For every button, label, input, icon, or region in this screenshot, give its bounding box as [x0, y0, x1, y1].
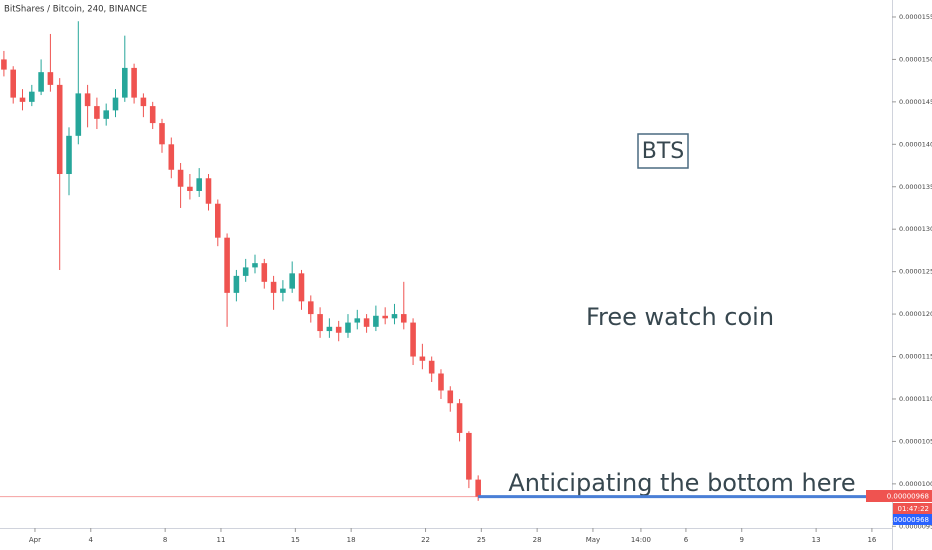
candle-body [419, 356, 426, 361]
candle-body [317, 314, 323, 332]
y-tick-label: 0.00001000 [899, 480, 932, 488]
candle-body [456, 403, 463, 433]
candle-body [75, 93, 82, 136]
annotation: Free watch coin [586, 303, 774, 331]
candle-body [56, 84, 63, 175]
candle-body [159, 123, 165, 145]
x-tick-label: 13 [812, 536, 821, 544]
candle-body [345, 322, 351, 333]
candle-body [112, 97, 119, 111]
candle-body [29, 91, 35, 102]
candle-body [373, 315, 379, 327]
candle-body [438, 373, 444, 391]
candle-body [140, 97, 147, 107]
line-price-box [893, 514, 932, 525]
candle-body [261, 263, 268, 282]
x-tick-label: 11 [216, 536, 225, 544]
candle-body [94, 106, 100, 119]
x-tick-label: 9 [739, 536, 743, 544]
candle-body [131, 67, 137, 98]
y-tick-label: 0.00001050 [899, 437, 932, 445]
countdown-box [893, 503, 932, 514]
chart-title: BitShares / Bitcoin, 240, BINANCE [4, 5, 147, 15]
x-tick-label: 15 [291, 536, 300, 544]
candle-body [66, 135, 72, 175]
candle-body [363, 318, 370, 327]
candle-body [47, 72, 54, 85]
x-tick-label: 6 [684, 536, 689, 544]
candle-body [1, 59, 7, 70]
candle-body [224, 237, 230, 293]
candle-body [307, 301, 314, 315]
candle-body [289, 273, 295, 289]
y-tick-label: 0.00000950 [899, 522, 932, 530]
candle-body [354, 318, 361, 323]
x-tick-label: 18 [347, 536, 356, 544]
candle-body [10, 69, 16, 98]
candle-body [84, 93, 91, 107]
candle-body [270, 281, 277, 293]
candle-body [466, 432, 472, 480]
line-price-label: 0.00000968 [887, 516, 929, 524]
countdown: 01:47:22 [898, 505, 929, 513]
x-tick-label: May [586, 536, 600, 544]
y-tick-label: 0.00001450 [899, 98, 932, 106]
y-tick-label: 0.00001200 [899, 310, 932, 318]
candle-body [400, 314, 407, 323]
candle-body [382, 315, 388, 319]
candle-body [410, 322, 416, 357]
y-tick-label: 0.00001550 [899, 13, 932, 21]
x-tick-label: Apr [29, 536, 41, 544]
candle-body [475, 479, 481, 497]
y-tick-label: 0.00001150 [899, 353, 932, 361]
y-tick-label: 0.00001350 [899, 183, 932, 191]
annotation-box [637, 133, 689, 169]
x-tick-label: 22 [421, 536, 430, 544]
x-tick-label: 28 [533, 536, 542, 544]
y-tick-label: 0.00001250 [899, 268, 932, 276]
candle-body [19, 97, 26, 102]
candle-body [196, 178, 202, 191]
candle-body [187, 186, 193, 191]
x-tick-label: 8 [163, 536, 167, 544]
x-tick-label: 4 [89, 536, 94, 544]
candle-body [177, 169, 184, 187]
candle-body [122, 67, 128, 98]
candle-body [335, 326, 342, 333]
y-tick-label: 0.00001300 [899, 225, 932, 233]
x-tick-label: 25 [477, 536, 486, 544]
last-price-label: 0.00000968 [887, 493, 929, 501]
x-tick-label: 14:00 [631, 536, 651, 544]
candle-body [447, 390, 454, 404]
candle-body [205, 178, 212, 204]
candle-body [38, 72, 44, 92]
y-tick-label: 0.00001400 [899, 140, 932, 148]
annotation: BTS [642, 139, 685, 164]
candle-body [298, 273, 305, 302]
annotation: Anticipating the bottom here [508, 469, 855, 497]
candle-body [168, 144, 175, 170]
candle-body [149, 106, 156, 124]
candle-body [242, 267, 249, 276]
y-tick-label: 0.00001100 [899, 395, 932, 403]
candle-body [391, 314, 398, 319]
candle-body [428, 360, 435, 374]
candle-body [103, 110, 109, 119]
last-price-box [866, 490, 932, 502]
y-tick-label: 0.00001500 [899, 55, 932, 63]
candle-body [233, 275, 240, 293]
candle-body [326, 326, 333, 332]
x-tick-label: 16 [867, 536, 876, 544]
candle-body [252, 263, 258, 268]
candle-body [280, 288, 286, 293]
candle-body [215, 203, 221, 238]
